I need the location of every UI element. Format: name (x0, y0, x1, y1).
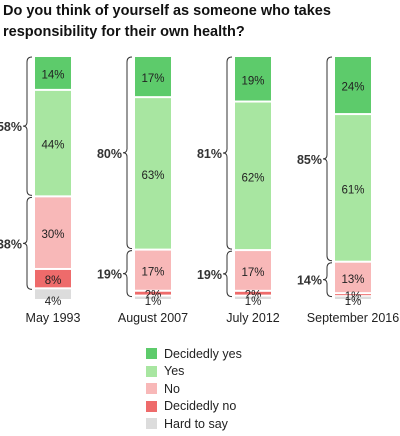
bar-decidedly-yes-august-2007 (135, 57, 171, 97)
legend-item-decidedly-yes: Decidedly yes (146, 345, 242, 363)
value-label-yes-september-2016: 61% (341, 184, 364, 196)
total-yes-september-2016: 85% (297, 153, 322, 167)
total-yes-may-1993: 58% (0, 120, 22, 134)
value-label-decidedly-yes-august-2007: 17% (141, 73, 164, 85)
category-label-september-2016: September 2016 (307, 311, 399, 325)
brace-yes-september-2016 (322, 56, 333, 262)
stacked-bar-chart: 14%44%30%8%4%58%38%May 199317%63%17%2%1%… (0, 56, 399, 325)
bar-hard-to-say-september-2016 (335, 296, 371, 299)
legend-item-decidedly-no: Decidedly no (146, 398, 242, 416)
category-label-august-2007: August 2007 (118, 311, 188, 325)
value-label-no-july-2012: 17% (241, 267, 264, 279)
value-label-hard-to-say-july-2012: 1% (245, 296, 262, 308)
bar-no-july-2012 (235, 251, 271, 290)
bar-decidedly-yes-july-2012 (235, 57, 271, 101)
legend-swatch-yes (146, 365, 157, 377)
total-no-july-2012: 19% (197, 268, 222, 282)
bar-decidedly-yes-may-1993 (35, 57, 71, 89)
bar-decidedly-no-september-2016 (335, 294, 371, 296)
category-label-may-1993: May 1993 (26, 311, 81, 325)
brace-no-august-2007 (122, 250, 133, 298)
legend-label-decidedly-yes: Decidedly yes (164, 346, 242, 361)
bar-yes-august-2007 (135, 98, 171, 249)
bar-hard-to-say-may-1993 (35, 289, 71, 299)
value-label-yes-may-1993: 44% (41, 140, 64, 152)
bar-no-september-2016 (335, 262, 371, 293)
legend-label-decidedly-no: Decidedly no (164, 399, 237, 414)
brace-yes-august-2007 (122, 56, 133, 250)
value-label-no-september-2016: 13% (341, 274, 364, 286)
legend-item-no: No (146, 380, 242, 398)
bar-yes-may-1993 (35, 90, 71, 196)
value-label-decidedly-no-may-1993: 8% (45, 275, 62, 287)
value-label-yes-july-2012: 62% (241, 172, 264, 184)
legend: Decidedly yes Yes No Decidedly no Hard to sa… (146, 345, 242, 433)
brace-no-may-1993 (22, 196, 33, 290)
total-no-may-1993: 38% (0, 237, 22, 251)
bar-hard-to-say-july-2012 (235, 296, 271, 299)
value-label-decidedly-yes-may-1993: 14% (41, 69, 64, 81)
legend-label-yes: Yes (164, 364, 185, 379)
bar-no-may-1993 (35, 197, 71, 268)
value-label-decidedly-yes-july-2012: 19% (241, 75, 264, 87)
category-label-july-2012: July 2012 (226, 311, 280, 325)
legend-item-hard-to-say: Hard to say (146, 415, 242, 433)
bar-hard-to-say-august-2007 (135, 296, 171, 299)
value-label-no-may-1993: 30% (41, 229, 64, 241)
bar-decidedly-yes-september-2016 (335, 57, 371, 114)
value-label-hard-to-say-september-2016: 1% (345, 296, 362, 308)
total-yes-august-2007: 80% (97, 147, 122, 161)
legend-label-hard-to-say: Hard to say (164, 416, 228, 431)
total-no-september-2016: 14% (297, 274, 322, 288)
bar-decidedly-no-august-2007 (135, 291, 171, 295)
bar-yes-july-2012 (235, 102, 271, 250)
value-label-hard-to-say-august-2007: 1% (145, 296, 162, 308)
bar-yes-september-2016 (335, 115, 371, 261)
brace-yes-july-2012 (222, 56, 233, 250)
legend-swatch-hard-to-say (146, 418, 157, 430)
bar-decidedly-no-july-2012 (235, 291, 271, 295)
value-label-no-august-2007: 17% (141, 267, 164, 279)
bar-no-august-2007 (135, 250, 171, 290)
brace-yes-may-1993 (22, 56, 33, 196)
legend-swatch-no (146, 383, 157, 395)
legend-swatch-decidedly-yes (146, 348, 157, 360)
total-no-august-2007: 19% (97, 268, 122, 282)
value-label-yes-august-2007: 63% (141, 170, 164, 182)
chart-title: Do you think of yourself as someone who … (3, 3, 331, 40)
legend-swatch-decidedly-no (146, 400, 157, 412)
legend-label-no: No (164, 381, 180, 396)
total-yes-july-2012: 81% (197, 147, 222, 161)
legend-item-yes: Yes (146, 363, 242, 381)
brace-no-july-2012 (222, 250, 233, 298)
brace-no-september-2016 (322, 262, 333, 298)
bar-decidedly-no-may-1993 (35, 269, 71, 288)
value-label-decidedly-yes-september-2016: 24% (341, 82, 364, 94)
value-label-hard-to-say-may-1993: 4% (45, 296, 62, 308)
